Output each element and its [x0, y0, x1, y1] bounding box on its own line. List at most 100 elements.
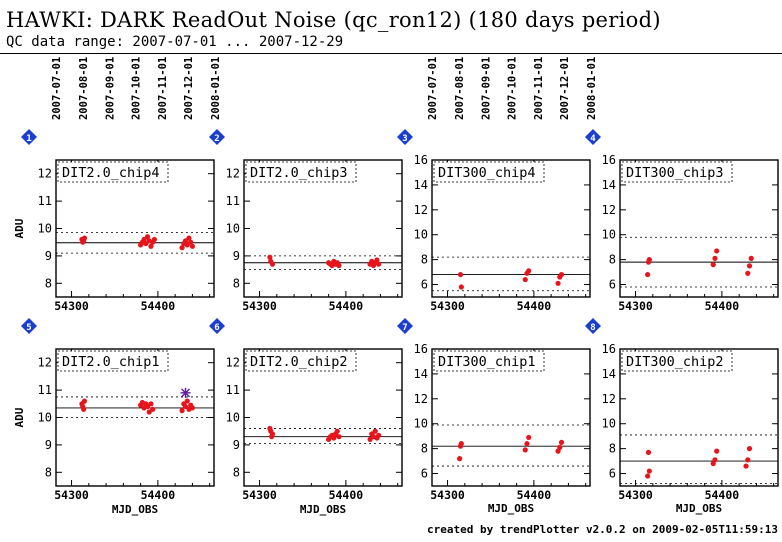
data-point: [645, 473, 651, 479]
panel-label-box: [245, 350, 357, 372]
data-point: [457, 456, 463, 462]
x-tick-label: 54300: [54, 299, 89, 313]
data-point: [712, 457, 718, 463]
date-tick-label: 2007-09-01: [481, 57, 493, 120]
data-point: [458, 284, 464, 290]
data-point: [714, 448, 720, 454]
y-tick-label: 16: [414, 342, 428, 356]
plot-frame: [619, 348, 779, 487]
data-point: [746, 263, 753, 269]
y-tick-label: 12: [226, 356, 240, 370]
data-point: [712, 255, 718, 261]
panel-badge-icon: [397, 318, 413, 334]
data-point: [745, 270, 751, 276]
y-tick-label: 16: [414, 153, 428, 167]
data-point: [269, 261, 276, 267]
footer-credit: created by trendPlotter v2.0.2 on 2009-0…: [427, 523, 778, 536]
data-point: [745, 457, 751, 463]
panel-badge-number: 7: [402, 323, 407, 333]
data-point: [714, 248, 720, 254]
y-axis-label: ADU: [13, 218, 26, 238]
data-point: [524, 441, 530, 447]
panel-label-box: [245, 161, 357, 183]
panel-label-box: [57, 350, 169, 372]
panel-badge-number: 5: [26, 323, 31, 333]
y-tick-label: 8: [45, 465, 52, 479]
panel-badge-icon: [585, 318, 601, 334]
x-tick-label: 54400: [517, 488, 552, 502]
data-point: [267, 254, 273, 260]
date-tick-label: 2007-12-01: [559, 57, 571, 120]
y-tick-label: 9: [45, 249, 52, 263]
data-point: [81, 406, 87, 412]
panel-badge-icon: [209, 318, 225, 334]
y-tick-label: 10: [414, 228, 428, 242]
x-tick-label: 54400: [141, 488, 176, 502]
y-tick-label: 16: [602, 153, 616, 167]
data-point: [555, 280, 561, 286]
title-divider: [0, 53, 782, 54]
y-tick-label: 12: [38, 167, 52, 181]
y-tick-label: 12: [414, 392, 428, 406]
y-tick-label: 8: [421, 253, 428, 267]
panel-badge-icon: [21, 318, 37, 334]
x-tick-label: 54300: [242, 299, 277, 313]
panel-label: DIT300_chip4: [438, 165, 536, 181]
y-tick-label: 11: [38, 383, 52, 397]
y-tick-label: 10: [226, 222, 240, 236]
x-tick-label: 54400: [141, 299, 176, 313]
x-tick-label: 54400: [329, 488, 364, 502]
data-point: [336, 262, 342, 269]
panel-badge-icon: [209, 129, 225, 145]
data-point: [743, 463, 749, 469]
x-tick-label: 54300: [618, 299, 653, 313]
data-point: [522, 276, 528, 283]
data-point: [81, 235, 88, 241]
x-tick-label: 54300: [54, 488, 89, 502]
data-point: [645, 271, 651, 278]
panel-label-box: [621, 161, 733, 183]
plot-frame: [619, 159, 779, 298]
y-tick-label: 8: [233, 276, 240, 290]
date-tick-label: 2007-08-01: [454, 57, 466, 120]
date-tick-label: 2007-09-01: [105, 57, 117, 120]
data-point: [376, 261, 382, 267]
panel-badge-number: 1: [26, 134, 31, 144]
plot-frame: [431, 159, 591, 298]
y-tick-label: 9: [233, 438, 240, 452]
y-tick-label: 6: [609, 467, 616, 481]
data-point: [269, 431, 276, 437]
data-point: [710, 262, 716, 268]
date-tick-label: 2007-11-01: [157, 57, 169, 120]
data-point: [645, 449, 652, 455]
data-point: [334, 428, 340, 434]
data-point: [374, 257, 380, 263]
y-tick-label: 16: [602, 342, 616, 356]
y-tick-label: 14: [602, 178, 616, 192]
x-tick-label: 54300: [430, 299, 465, 313]
data-point: [144, 234, 151, 240]
data-point: [522, 447, 528, 453]
y-tick-label: 10: [226, 411, 240, 425]
x-axis-label: MJD_OBS: [112, 503, 158, 516]
x-tick-label: 54300: [242, 488, 277, 502]
panel-badge-icon: [21, 129, 37, 145]
x-tick-label: 54300: [618, 488, 653, 502]
panel-badge-icon: [397, 129, 413, 145]
data-point: [179, 408, 185, 414]
data-point: [189, 243, 196, 249]
y-tick-label: 8: [45, 276, 52, 290]
data-point: [748, 255, 754, 261]
data-point: [186, 235, 192, 241]
panel-label: DIT300_chip1: [438, 354, 536, 370]
panel-badge-number: 4: [590, 134, 596, 144]
page-subtitle: QC data range: 2007-07-01 ... 2007-12-29: [6, 34, 344, 50]
panel-badge-number: 2: [214, 134, 219, 144]
x-axis-label: MJD_OBS: [676, 502, 722, 515]
data-point: [457, 271, 464, 278]
plot-frame: [431, 348, 591, 487]
x-tick-label: 54400: [517, 299, 552, 313]
y-axis-label: ADU: [13, 407, 26, 427]
panel-label: DIT2.0_chip2: [250, 354, 348, 370]
x-tick-label: 54400: [705, 488, 740, 502]
